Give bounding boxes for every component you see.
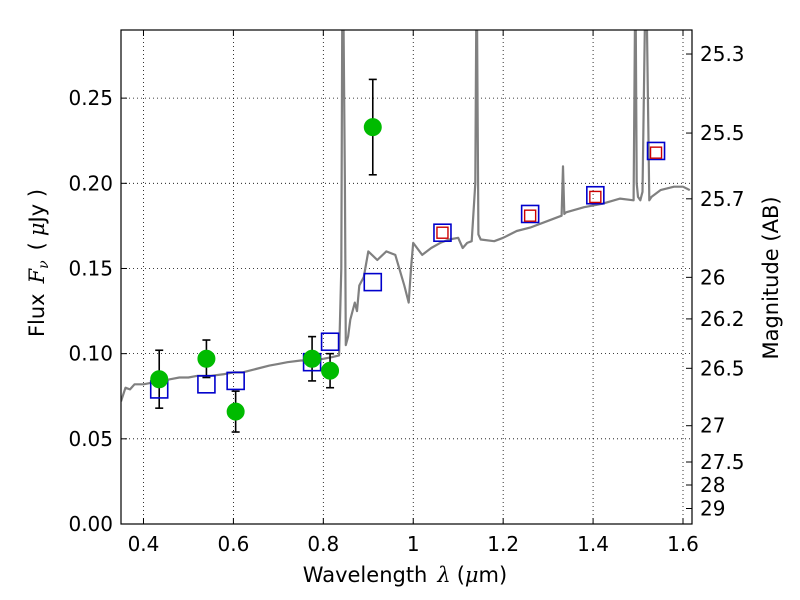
observed-point <box>303 349 322 368</box>
right-tick-label: 25.3 <box>700 42 745 66</box>
y-tick-label: 0.15 <box>68 256 113 280</box>
x-axis-label-unit-rest: m) <box>479 563 508 587</box>
model-point <box>646 141 666 161</box>
x-tick-label: 0.8 <box>307 532 339 556</box>
right-tick-label: 25.5 <box>700 121 745 145</box>
y-axis-label-unit-rest: Jy ) <box>25 189 49 225</box>
right-tick-label: 26.2 <box>700 307 745 331</box>
right-tick-label: 26 <box>700 265 725 289</box>
y-axis-label-unit-open: ( <box>25 242 49 250</box>
observed-photometry-layer <box>150 118 382 421</box>
y-axis-label-f: F <box>25 267 49 284</box>
nir-model-point <box>523 209 537 222</box>
y-tick-label: 0.00 <box>68 512 113 536</box>
model-point <box>520 204 540 224</box>
nir-model-point <box>589 190 602 204</box>
plot-frame <box>120 29 693 525</box>
model-point <box>363 272 383 292</box>
x-axis-label-unit-mu: μ <box>465 563 479 587</box>
grid <box>121 30 692 525</box>
model-point <box>433 223 452 243</box>
model-photometry-layer <box>149 141 666 399</box>
x-tick-label: 1.6 <box>667 532 699 556</box>
model-point <box>586 185 605 205</box>
nir-model-photometry-layer <box>436 146 663 239</box>
right-tick-label: 27 <box>700 414 725 438</box>
y-tick-label: 0.25 <box>68 86 113 110</box>
nir-model-point <box>649 146 663 159</box>
right-axis-label: Magnitude (AB) <box>759 196 783 359</box>
y-axis-label-unit-mu: μ <box>25 222 49 236</box>
y-ticks: 0.00 0.05 0.10 0.15 0.20 0.25 <box>68 86 127 536</box>
observed-point <box>321 361 340 380</box>
nir-model-point <box>436 226 449 239</box>
y-axis-label-nu: ν <box>36 260 52 269</box>
y-tick-label: 0.05 <box>68 427 113 451</box>
observed-point <box>363 118 382 137</box>
x-axis-label-unit-open: ( <box>457 563 465 587</box>
y-axis-label-word: Flux <box>25 293 49 337</box>
right-tick-label: 28 <box>700 473 725 497</box>
observed-point <box>197 349 216 368</box>
observed-point <box>150 370 169 389</box>
x-tick-label: 1.4 <box>577 532 609 556</box>
model-point <box>320 332 340 352</box>
y-tick-label: 0.20 <box>68 171 113 195</box>
model-point <box>226 371 245 391</box>
x-tick-label: 1 <box>407 532 420 556</box>
y-axis-label: Flux Fν ( μJy ) <box>25 189 52 337</box>
x-axis-label-word: Wavelength <box>303 563 428 587</box>
x-tick-label: 0.6 <box>217 532 249 556</box>
model-point <box>197 375 216 394</box>
right-tick-label: 27.5 <box>700 450 745 474</box>
x-axis-label: Wavelength λ (μm) <box>303 563 507 587</box>
observed-point <box>226 402 245 421</box>
right-tick-label: 29 <box>700 496 725 520</box>
right-tick-label: 25.7 <box>700 187 745 211</box>
y-tick-label: 0.10 <box>68 342 113 366</box>
x-tick-label: 1.2 <box>487 532 519 556</box>
x-tick-label: 0.4 <box>128 532 160 556</box>
x-ticks: 0.4 0.6 0.8 1 1.2 1.4 1.6 <box>128 30 699 556</box>
x-axis-label-lambda: λ <box>436 563 450 587</box>
right-tick-label: 26.5 <box>700 356 745 380</box>
